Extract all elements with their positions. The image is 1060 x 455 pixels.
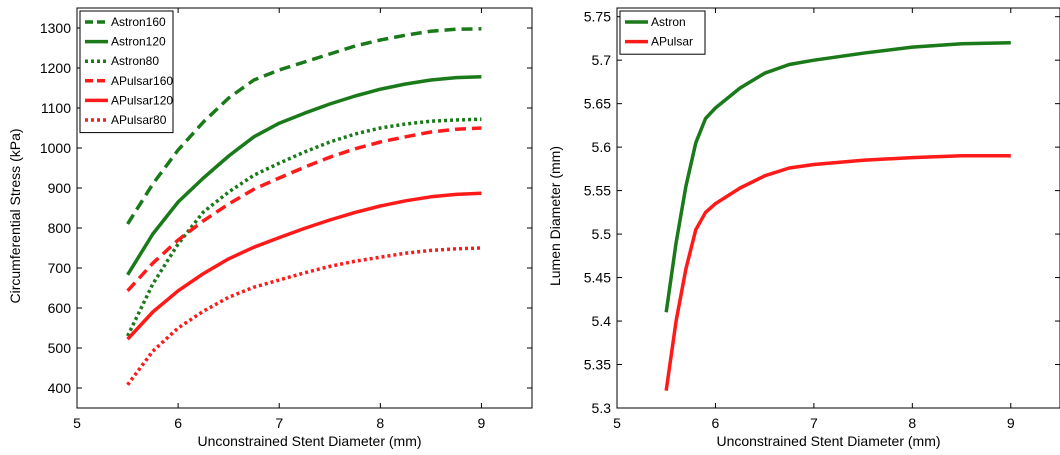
- chart2-plot: 5 6 7 8 9 5.3 5.35 5.4 5.45 5.5 5.55 5.6 5.65 5.7 5.75…: [547, 7, 1060, 449]
- chart1-y-tick-label: 1300: [40, 20, 71, 36]
- chart2-x-tick-label: 9: [1007, 415, 1015, 431]
- chart1-axes-box: [76, 7, 533, 409]
- chart1-legend-label: Astron160: [111, 15, 166, 29]
- chart1-legend: [79, 10, 174, 134]
- chart2-y-axis-label: Lumen Diameter (mm): [547, 146, 563, 286]
- chart1-y-tick-label: 500: [48, 340, 72, 356]
- chart1-y-tick-label: 800: [48, 220, 72, 236]
- chart2-y-tick-label: 5.6: [592, 139, 612, 155]
- chart1-y-tick-label: 400: [48, 380, 72, 396]
- chart2-y-tick-label: 5.3: [592, 400, 612, 416]
- chart1-y-tick-label: 1100: [41, 100, 71, 116]
- chart1-series-line-astron80: [126, 117, 482, 337]
- chart1-y-tick-label: 1200: [40, 60, 71, 76]
- chart1-x-axis-label: Unconstrained Stent Diameter (mm): [197, 433, 421, 449]
- chart1-series-line-apulsar160: [126, 126, 482, 292]
- chart1-x-tick-label: 6: [174, 415, 182, 431]
- chart1-x-tick-label: 9: [478, 415, 486, 431]
- chart2-y-tick-label: 5.5: [592, 226, 612, 242]
- chart2-series-line-apulsar: [664, 154, 1011, 391]
- chart1-y-tick-label: 600: [48, 300, 72, 316]
- chart1-series-line-astron120: [126, 75, 482, 276]
- chart2-y-tick-label: 5.65: [584, 96, 611, 112]
- chart2-x-tick-label: 5: [613, 415, 621, 431]
- chart1-y-tick-label: 700: [48, 260, 72, 276]
- chart2-y-tick-label: 5.4: [592, 313, 612, 329]
- chart2-y-tick-label: 5.75: [584, 9, 611, 25]
- chart1-y-axis-label: Circumferential Stress (kPa): [7, 128, 23, 303]
- chart1-legend-label: APulsar120: [111, 93, 173, 107]
- chart1-y-tick-label: 900: [48, 180, 72, 196]
- chart1-plot: 5 6 7 8 9 400 500 600 700 800 900 1000 1100 1200 1300 U…: [7, 7, 533, 449]
- chart2-x-tick-label: 6: [712, 415, 720, 431]
- chart2-x-tick-label: 8: [908, 415, 916, 431]
- chart2-y-tick-label: 5.35: [584, 357, 611, 373]
- chart2-y-tick-label: 5.7: [592, 52, 612, 68]
- chart2-legend: [619, 10, 706, 55]
- chart2-series-line-astron: [664, 41, 1011, 313]
- chart2-axes-box: [616, 7, 1060, 409]
- chart1-legend-label: APulsar80: [111, 113, 167, 127]
- chart2-y-tick-label: 5.45: [584, 270, 611, 286]
- chart1-legend-label: Astron120: [111, 35, 166, 49]
- chart2-x-axis-label: Unconstrained Stent Diameter (mm): [716, 433, 940, 449]
- chart1-series-line-astron160: [126, 27, 482, 225]
- chart2-y-tick-label: 5.55: [584, 183, 611, 199]
- chart1-series-line-apulsar80: [126, 246, 482, 386]
- chart1-legend-label: APulsar160: [111, 74, 173, 88]
- chart2-x-tick-label: 7: [810, 415, 818, 431]
- chart1-series-line-apulsar120: [126, 191, 482, 341]
- chart1-x-tick-label: 8: [376, 415, 384, 431]
- chart1-y-tick-label: 1000: [40, 140, 71, 156]
- chart2-legend-label: Astron: [651, 15, 686, 29]
- chart1-x-tick-label: 7: [275, 415, 283, 431]
- chart1-legend-label: Astron80: [111, 54, 159, 68]
- chart2-legend-label: APulsar: [651, 35, 693, 49]
- chart1-x-tick-label: 5: [73, 415, 81, 431]
